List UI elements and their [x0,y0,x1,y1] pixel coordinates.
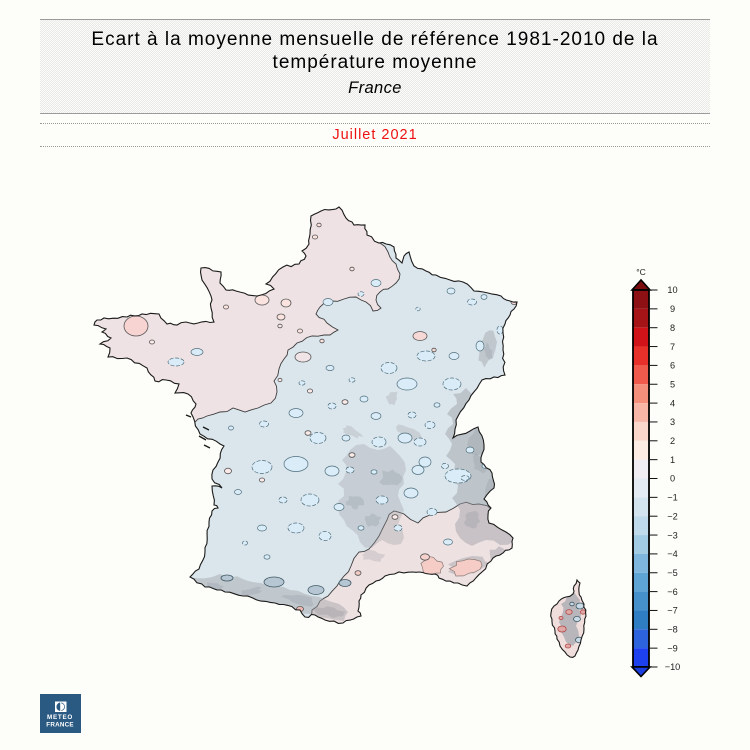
svg-text:0: 0 [670,474,675,484]
svg-text:9: 9 [670,304,675,314]
svg-text:FRANCE: FRANCE [46,722,73,729]
svg-text:−5: −5 [667,568,677,578]
svg-text:5: 5 [670,379,675,389]
svg-text:10: 10 [667,285,677,295]
svg-text:−2: −2 [667,511,677,521]
svg-text:1: 1 [670,455,675,465]
svg-text:−6: −6 [667,587,677,597]
svg-text:METEO: METEO [47,714,73,721]
svg-text:°C: °C [636,267,646,277]
svg-text:−4: −4 [667,549,677,559]
svg-text:−3: −3 [667,530,677,540]
svg-text:6: 6 [670,361,675,371]
svg-text:4: 4 [670,398,675,408]
svg-text:7: 7 [670,342,675,352]
svg-text:8: 8 [670,323,675,333]
svg-text:2: 2 [670,436,675,446]
svg-text:−9: −9 [667,643,677,653]
svg-text:3: 3 [670,417,675,427]
svg-text:−7: −7 [667,606,677,616]
svg-text:−1: −1 [667,493,677,503]
svg-text:−10: −10 [665,662,681,672]
svg-text:−8: −8 [667,625,677,635]
